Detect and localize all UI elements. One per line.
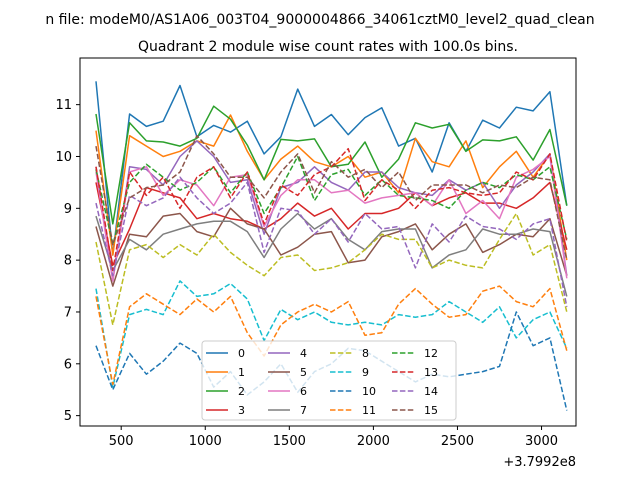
x-tick-label: 3000 [525, 434, 558, 449]
x-tick-label: 1000 [189, 434, 222, 449]
legend-label-11: 11 [362, 404, 376, 417]
series-lines [95, 81, 568, 411]
legend-label-8: 8 [362, 347, 369, 360]
series-0-line [95, 81, 568, 256]
x-tick-label: 500 [109, 434, 134, 449]
legend-label-7: 7 [300, 404, 307, 417]
plot-area [79, 57, 577, 427]
y-tick-label: 6 [64, 357, 72, 372]
legend-label-2: 2 [238, 385, 245, 398]
y-tick-label: 5 [64, 409, 72, 424]
series-7-line [95, 212, 568, 297]
x-tick-label: 2500 [441, 434, 474, 449]
legend-label-13: 13 [424, 366, 438, 379]
series-3-line [95, 181, 568, 267]
series-9-line [95, 280, 568, 388]
series-10-line [95, 311, 568, 411]
legend-label-4: 4 [300, 347, 307, 360]
legend-label-6: 6 [300, 385, 307, 398]
legend-label-15: 15 [424, 404, 438, 417]
x-axis-offset-label: +3.7992e8 [503, 455, 576, 470]
chart-suptitle: n file: modeM0/AS1A06_003T04_9000004866_… [45, 12, 594, 28]
legend-label-0: 0 [238, 347, 245, 360]
x-tick-label: 1500 [273, 434, 306, 449]
y-tick-label: 9 [64, 202, 72, 217]
legend-box [201, 340, 457, 421]
legend-label-9: 9 [362, 366, 369, 379]
series-5-line [95, 207, 568, 287]
series-13-line [95, 147, 568, 272]
y-axis: 5 6 7 8 9 10 11 [55, 98, 80, 424]
legend-label-1: 1 [238, 366, 245, 379]
legend-label-5: 5 [300, 366, 307, 379]
legend-label-12: 12 [424, 347, 438, 360]
series-12-line [95, 155, 568, 246]
y-tick-label: 11 [55, 98, 72, 113]
legend-label-3: 3 [238, 404, 245, 417]
series-15-line [95, 134, 568, 261]
legend-label-14: 14 [424, 385, 438, 398]
series-8-line [95, 212, 568, 326]
y-tick-label: 8 [64, 254, 72, 269]
x-axis: 500 1000 1500 2000 2500 3000 [109, 426, 558, 449]
chart-title: Quadrant 2 module wise count rates with … [138, 39, 518, 55]
legend-label-10: 10 [362, 385, 376, 398]
series-4-line [95, 140, 568, 282]
y-tick-label: 7 [64, 305, 72, 320]
y-tick-label: 10 [55, 150, 72, 165]
x-tick-label: 2000 [357, 434, 390, 449]
series-11-line [95, 285, 568, 386]
